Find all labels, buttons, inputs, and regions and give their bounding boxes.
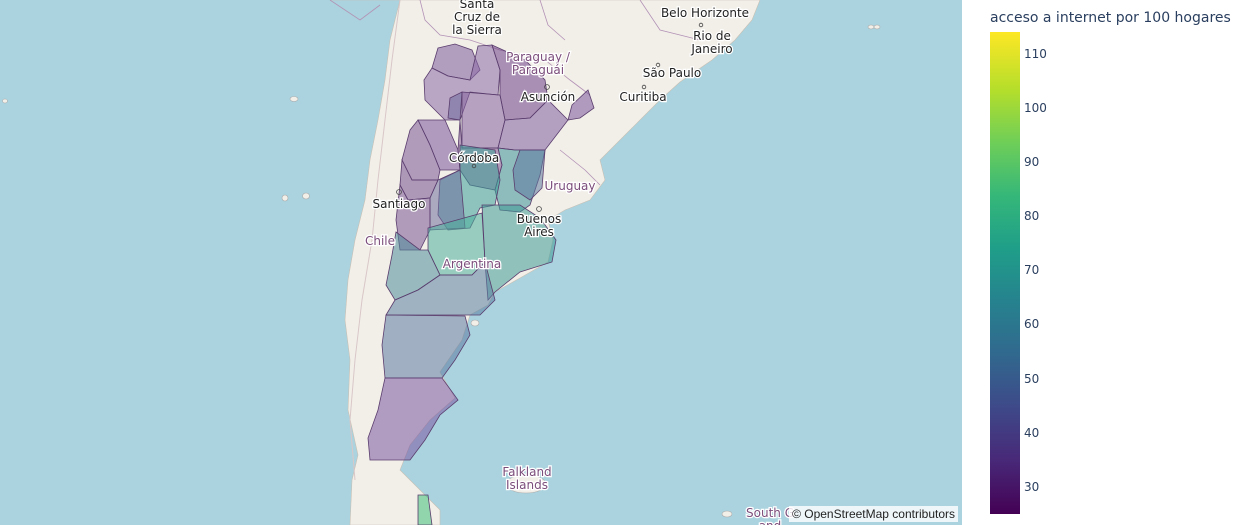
country-borders: [329, 0, 701, 186]
place-label-belo-horizonte: Belo Horizonte: [661, 6, 749, 20]
place-label-paraguay: Paraguái: [512, 63, 564, 77]
place-label-santiago: Santiago: [373, 197, 426, 211]
place-label-sao-paulo: São Paulo: [643, 66, 701, 80]
place-label-uruguay: Uruguay: [545, 179, 596, 193]
colorbar-tick-label: 70: [1024, 263, 1040, 278]
colorbar-tick-label: 110: [1024, 46, 1047, 61]
colorbar-title: acceso a internet por 100 hogares: [990, 10, 1231, 26]
place-label-rio-de-janeiro: Rio de: [693, 29, 731, 43]
place-label-santa-cruz: la Sierra: [452, 23, 502, 37]
place-label-falkland: Falkland: [502, 465, 551, 479]
place-label-buenos-aires: Aires: [524, 225, 554, 239]
place-label-asuncion: Asunción: [521, 90, 576, 104]
province-tierra-del-fuego[interactable]: [417, 494, 433, 525]
place-label-cordoba: Córdoba: [449, 151, 499, 165]
map-attribution[interactable]: © OpenStreetMap contributors: [789, 506, 958, 522]
province-misiones[interactable]: [567, 89, 595, 121]
colorbar: acceso a internet por 100 hogares 30 40 50…: [970, 0, 1243, 525]
colorbar-tick-label: 60: [1024, 317, 1040, 332]
province-entre-rios[interactable]: [512, 149, 546, 201]
province-santa-cruz[interactable]: [367, 377, 459, 461]
place-label-falkland: Islands: [506, 478, 548, 492]
colorbar-tick-label: 100: [1024, 100, 1047, 115]
colorbar-gradient: [990, 32, 1020, 514]
province-rio-negro[interactable]: [385, 261, 496, 316]
place-label-south-georgia: and: [759, 519, 782, 525]
place-label-south-georgia: South G: [746, 506, 794, 520]
province-mendoza[interactable]: [395, 183, 431, 251]
place-label-santa-cruz: Santa: [460, 0, 495, 11]
city-markers: [396, 22, 704, 212]
chile-coast: [349, 0, 401, 481]
province-chubut[interactable]: [381, 314, 471, 379]
colorbar-tick-label: 40: [1024, 425, 1040, 440]
colorbar-tick-label: 30: [1024, 479, 1040, 494]
place-label-rio-de-janeiro: Janeiro: [690, 42, 732, 56]
map-view[interactable]: Santa Cruz de la Sierra Belo Horizonte Rio d…: [0, 0, 962, 525]
colorbar-tick-label: 50: [1024, 371, 1040, 386]
colorbar-tick-label: 80: [1024, 209, 1040, 224]
place-label-curitiba: Curitiba: [619, 90, 666, 104]
place-label-buenos-aires: Buenos: [517, 212, 561, 226]
place-label-paraguay: Paraguay /: [506, 50, 571, 64]
islands: [2, 24, 881, 518]
provinces: [367, 43, 595, 525]
place-label-chile: Chile: [365, 234, 395, 248]
place-label-argentina: Argentina: [443, 257, 502, 271]
province-chaco[interactable]: [461, 91, 506, 149]
place-label-santa-cruz: Cruz de: [454, 10, 500, 24]
colorbar-tick-label: 90: [1024, 154, 1040, 169]
